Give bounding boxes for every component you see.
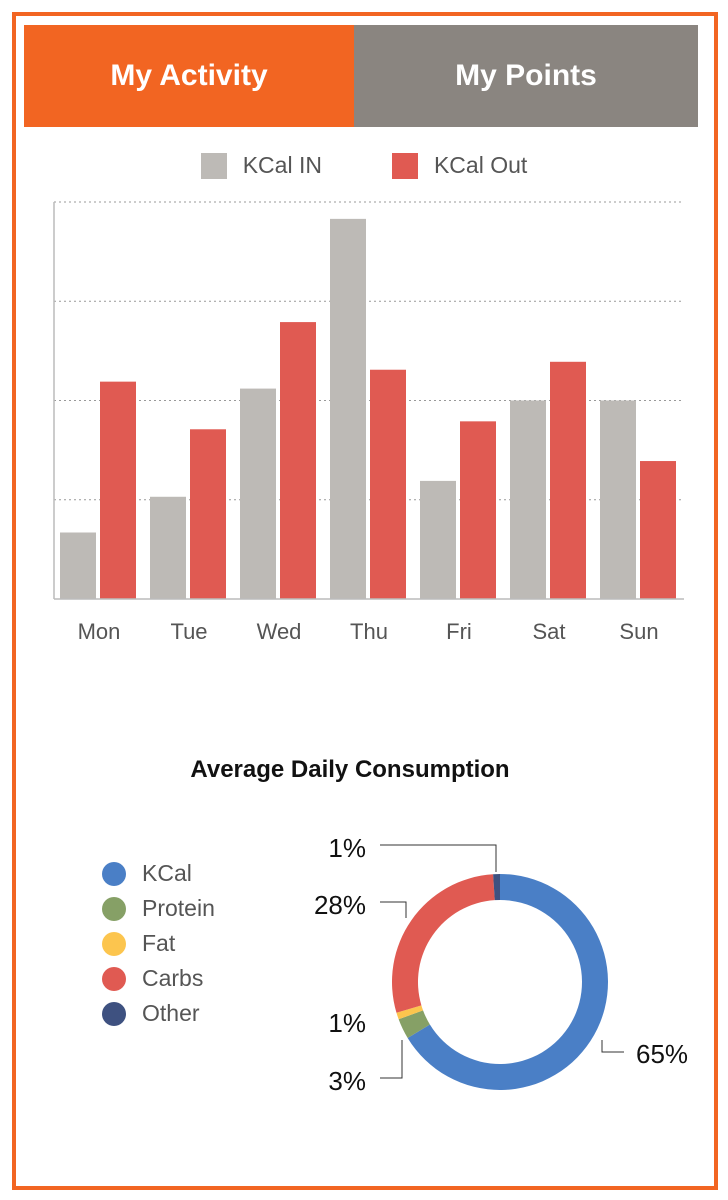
tab-bar: My Activity My Points (24, 25, 698, 127)
leader-line-carbs (380, 901, 407, 918)
pct-label-protein: 3% (328, 1066, 366, 1096)
x-tick-label: Fri (446, 619, 472, 644)
bar-kcal-out-sat (550, 361, 586, 599)
legend-label-fat: Fat (142, 930, 176, 956)
legend-item-fat: Fat (102, 926, 215, 961)
legend-label-kcal: KCal (142, 860, 192, 886)
legend-label-kcal-in: KCal IN (242, 152, 322, 178)
legend-swatch-kcal-out (391, 152, 418, 179)
pct-label-carbs: 28% (314, 890, 366, 920)
leader-line-other (380, 844, 497, 872)
legend-dot-carbs (102, 966, 126, 991)
bar-kcal-in-thu (330, 218, 366, 599)
pct-label-kcal: 65% (636, 1039, 688, 1069)
leader-line-kcal (601, 1040, 624, 1053)
legend-item-kcal-in: KCal IN (200, 152, 322, 179)
donut-slice-other (493, 874, 500, 901)
pct-label-other: 1% (328, 833, 366, 863)
bar-kcal-out-tue (190, 429, 226, 599)
legend-item-protein: Protein (102, 891, 215, 926)
legend-item-other: Other (102, 996, 215, 1031)
legend-label-kcal-out: KCal Out (433, 152, 528, 178)
bar-chart: Mon Tue Wed Thu Fri Sat Sun (53, 201, 684, 644)
leader-line-protein (380, 1040, 403, 1079)
bar-kcal-in-sat (510, 400, 546, 599)
legend-dot-other (102, 1001, 126, 1026)
legend-item-kcal: KCal (102, 856, 215, 891)
bar-kcal-in-tue (150, 496, 186, 599)
donut-slice-protein (398, 1010, 430, 1038)
bar-kcal-out-thu (370, 369, 406, 599)
x-tick-label: Sat (532, 619, 565, 644)
x-tick-label: Wed (257, 619, 302, 644)
legend-label-protein: Protein (142, 895, 215, 921)
donut-slice-fat (396, 1005, 424, 1020)
legend-dot-protein (102, 896, 126, 921)
legend-item-carbs: Carbs (102, 961, 215, 996)
legend-label-other: Other (142, 1000, 200, 1026)
legend-swatch-kcal-in (200, 152, 227, 179)
donut-chart-legend: KCal Protein Fat Carbs Other (102, 856, 215, 1031)
pct-label-fat: 1% (328, 1008, 366, 1038)
x-tick-label: Mon (78, 619, 121, 644)
bar-kcal-in-mon (60, 532, 96, 599)
x-tick-label: Sun (619, 619, 658, 644)
x-tick-label: Tue (170, 619, 207, 644)
bar-kcal-out-sun (640, 461, 676, 599)
tab-my-activity[interactable]: My Activity (24, 25, 354, 127)
bar-chart-legend: KCal IN KCal Out (0, 152, 728, 179)
bar-kcal-out-fri (460, 421, 496, 599)
bar-kcal-out-wed (280, 322, 316, 599)
donut-slice-carbs (392, 874, 495, 1013)
tab-my-points[interactable]: My Points (354, 25, 698, 127)
bar-kcal-in-fri (420, 480, 456, 599)
legend-dot-kcal (102, 861, 126, 886)
bar-kcal-out-mon (100, 381, 136, 599)
legend-item-kcal-out: KCal Out (391, 152, 528, 179)
bar-kcal-in-sun (600, 400, 636, 599)
x-tick-label: Thu (350, 619, 388, 644)
legend-label-carbs: Carbs (142, 965, 204, 991)
legend-dot-fat (102, 931, 126, 956)
bar-kcal-in-wed (240, 388, 276, 599)
donut-chart-title: Average Daily Consumption (190, 756, 510, 783)
